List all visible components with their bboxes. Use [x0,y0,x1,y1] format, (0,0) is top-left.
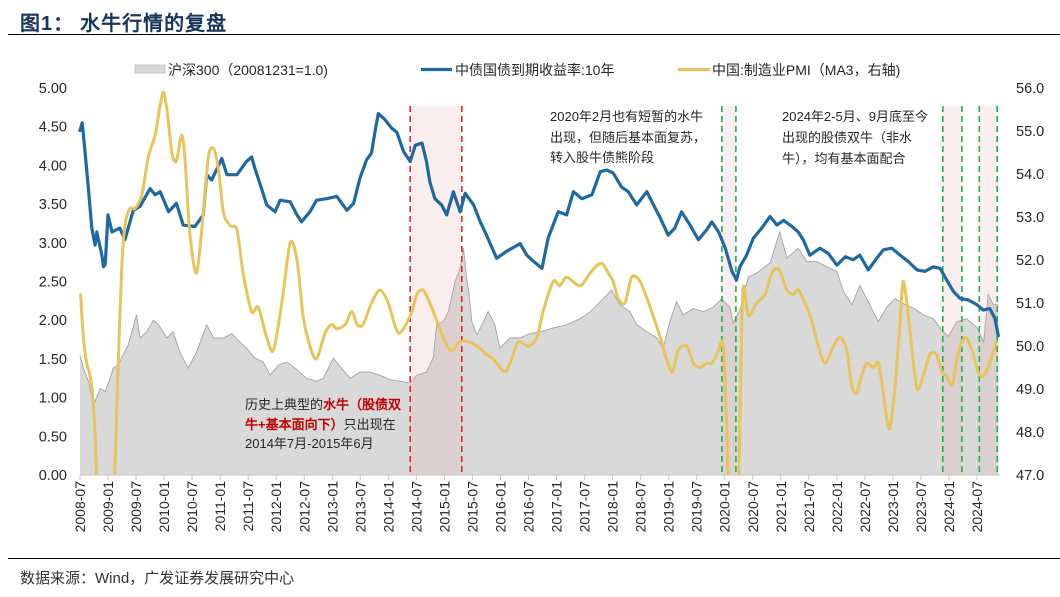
csi300-area [80,232,999,475]
x-tick-label: 2014-07 [408,481,424,533]
y-left-tick-label: 5.00 [39,81,67,97]
x-tick-label: 2010-07 [184,481,200,533]
x-tick-label: 2020-01 [717,481,733,533]
cgb-10y-yield-line [78,111,1000,338]
x-tick-label: 2024-07 [969,481,985,533]
x-tick-label: 2010-01 [156,481,172,533]
legend-item-csi300: 沪深300（20081231=1.0) [134,62,328,78]
y-left-tick-label: 1.00 [39,391,67,407]
axes [79,474,1000,480]
legend-label-pmi: 中国:制造业PMI（MA3，右轴) [712,62,900,78]
x-tick-label: 2016-01 [493,481,509,533]
x-tick-label: 2019-01 [661,481,677,533]
legend-item-pmi: 中国:制造业PMI（MA3，右轴) [678,62,900,78]
tick-labels: 2008-07 2009-01 2009-07 2010-01 2010-07 2011-… [39,81,1044,532]
data-source: 数据来源：Wind，广发证券发展研究中心 [20,570,295,587]
highlight-band [721,106,736,475]
y-right-tick-label: 48.0 [1016,425,1044,441]
annotation-line: 出现，但随后基本面复苏， [550,130,706,145]
legend-swatch-csi300 [134,64,166,74]
annotation-line: 牛+基本面向下）只出现在 [245,417,396,432]
csi300-area-layer [79,230,999,475]
figure-label: 图1： [20,13,75,35]
annotation-text: 只出现在 [344,417,396,432]
x-tick-label: 2020-07 [745,481,761,533]
annotation-line: 2020年2月也有短暂的水牛 [550,109,703,124]
x-tick-label: 2009-01 [100,481,116,533]
figure-title: 图1： 水牛行情的复盘 [20,7,227,36]
y-right-tick-label: 52.0 [1016,253,1044,269]
y-left-tick-label: 3.00 [39,236,67,252]
pmi-ma3-line [79,90,998,475]
annotation-text: 历史上典型的 [245,397,323,412]
y-right-tick-label: 51.0 [1016,296,1044,312]
x-tick-label: 2022-07 [857,481,873,533]
annotation-line: 转入股牛债熊阶段 [550,150,654,165]
x-tick-label: 2013-01 [324,481,340,533]
y-right-tick-label: 55.0 [1016,124,1044,140]
y-right-tick-label: 47.0 [1016,468,1044,484]
x-tick-label: 2012-07 [296,481,312,533]
x-tick-label: 2018-01 [605,481,621,533]
y-right-tick-label: 50.0 [1016,339,1044,355]
legend-label-cgb-10y: 中债国债到期收益率:10年 [455,62,614,78]
annotation-text: 2014年7月-2015年6月 [245,436,374,451]
y-left-tick-label: 4.00 [39,158,67,174]
annotation-line: 2024年2-5月、9月底至今 [782,109,928,124]
x-tick-label: 2011-07 [240,481,256,532]
source-divider [8,558,1060,559]
legend: 沪深300（20081231=1.0) 中债国债到期收益率:10年 中国:制造业… [134,62,900,78]
x-tick-label: 2014-01 [380,481,396,533]
annotation-line: 牛），均有基本面配合 [782,151,906,166]
title-divider [8,34,1060,35]
x-tick-label: 2023-07 [913,481,929,533]
annotation-2024: 2024年2-5月、9月底至今 出现的股债双牛（非水 牛），均有基本面配合 [782,109,928,166]
y-left-tick-label: 2.00 [39,313,67,329]
x-tick-label: 2016-07 [521,481,537,533]
y-left-tick-label: 0.50 [39,429,67,445]
y-left-tick-label: 0.00 [39,468,67,484]
x-tick-label: 2017-07 [577,481,593,533]
x-tick-label: 2024-01 [941,481,957,533]
csi300-area-edge [79,230,999,407]
x-tick-label: 2008-07 [72,481,88,533]
annotation-line: 出现的股债双牛（非水 [782,130,912,145]
x-tick-label: 2023-01 [885,481,901,533]
series-lines [78,90,1000,475]
y-left-tick-label: 4.50 [39,120,67,136]
y-right-tick-label: 49.0 [1016,382,1044,398]
x-tick-label: 2018-07 [633,481,649,533]
x-tick-label: 2012-01 [268,481,284,533]
y-left-tick-label: 1.50 [39,352,67,368]
x-tick-label: 2009-07 [128,481,144,533]
y-left-tick-label: 2.50 [39,275,67,291]
annotation-line: 2014年7月-2015年6月 [245,436,374,451]
legend-label-csi300: 沪深300（20081231=1.0) [168,62,328,78]
x-tick-label: 2013-07 [352,481,368,533]
x-tick-label: 2015-01 [436,481,452,533]
y-left-tick-label: 3.50 [39,197,67,213]
chart-title: 水牛行情的复盘 [80,13,228,35]
x-tick-label: 2021-07 [801,481,817,533]
legend-item-cgb-10y: 中债国债到期收益率:10年 [421,62,614,78]
highlight-band [979,106,998,475]
annotation-emphasis: 牛+基本面向下） [245,417,344,432]
y-right-tick-label: 53.0 [1016,210,1044,226]
annotation-emphasis: 水牛（股债双 [323,397,401,412]
x-tick-label: 2015-07 [464,481,480,533]
x-tick-label: 2019-07 [689,481,705,533]
x-tick-label: 2017-01 [549,481,565,533]
x-tick-label: 2022-01 [829,481,845,533]
y-right-tick-label: 56.0 [1016,81,1044,97]
x-tick-label: 2011-01 [212,481,228,532]
annotation-2020: 2020年2月也有短暂的水牛 出现，但随后基本面复苏， 转入股牛债熊阶段 [550,109,706,165]
x-tick-label: 2021-01 [773,481,789,533]
annotation-line: 历史上典型的水牛（股债双 [245,397,401,412]
annotation-water-bull-2014: 历史上典型的水牛（股债双 牛+基本面向下）只出现在 2014年7月-2015年6… [245,397,401,451]
y-right-tick-label: 54.0 [1016,167,1044,183]
